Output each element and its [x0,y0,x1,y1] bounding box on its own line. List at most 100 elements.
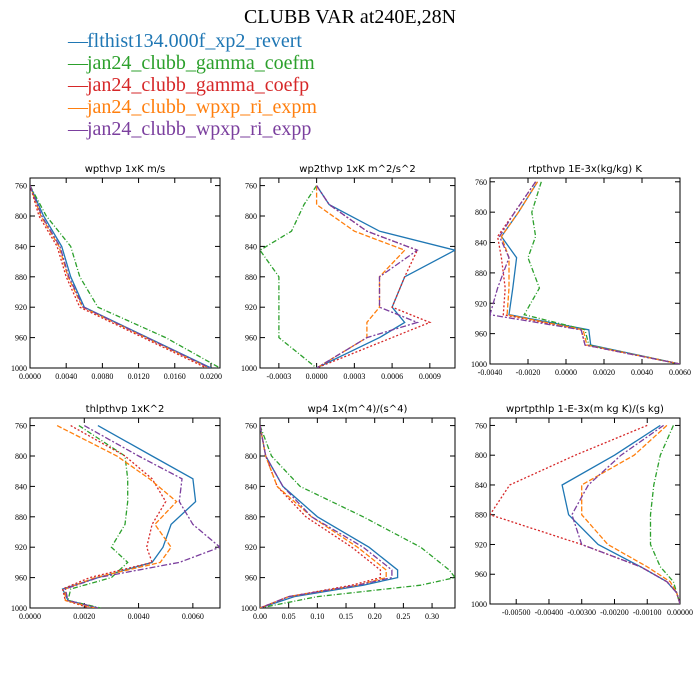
ytick-label: 880 [15,273,27,282]
subplot-frame-0 [29,177,221,369]
legend-item-4: — jan24_clubb_wpxp_ri_expp [68,118,317,140]
xtick-label: 0.0000 [555,368,577,377]
ytick-label: 760 [245,422,257,431]
subplot-4: wp4 1x(m^4)/(s^4)76080084088092096010000… [241,404,456,621]
ytick-label: 840 [245,482,257,491]
series-line-1 [260,425,455,608]
ytick-label: 760 [245,182,257,191]
ytick-label: 760 [475,421,487,430]
legend-label-0: flthist134.000f_xp2_revert [82,30,302,52]
subplot-frame-5 [489,417,681,605]
xtick-label: 0.10 [310,612,324,621]
series-line-4 [571,424,680,604]
series-line-4 [260,425,393,608]
ytick-label: 920 [475,299,487,308]
series-line-2 [61,425,167,608]
ytick-label: 920 [245,303,257,312]
xtick-label: 0.0006 [381,372,403,381]
ytick-label: 800 [15,452,27,461]
series-line-3 [56,425,178,608]
subplot-title-2: rtpthvp 1E-3x(kg/kg) K [528,164,642,175]
subplot-title-3: thlpthvp 1xK^2 [86,404,165,415]
series-line-4 [490,181,680,364]
ytick-label: 920 [15,303,27,312]
subplot-title-5: wprtpthlp 1-E-3x(m kg K)/(s kg) [506,404,664,415]
xtick-label: -0.0003 [267,372,292,381]
xtick-label: 0.0020 [73,612,95,621]
xtick-label: 0.15 [339,612,353,621]
ytick-label: 880 [475,511,487,520]
ytick-label: 760 [475,178,487,187]
xtick-label: 0.0060 [182,612,204,621]
ytick-label: 960 [245,574,257,583]
subplot-1: wp2thvp 1xK m^2/s^2 760 800 840 880 920 960 100… [241,164,456,381]
series-line-2 [30,185,207,368]
ytick-label: 880 [245,513,257,522]
ytick-label: 920 [245,543,257,552]
subplot-5: wprtpthlp 1-E-3x(m kg K)/(s kg) 760 800 840… [471,404,693,617]
subplot-frame-1 [259,177,456,369]
ytick-label: 800 [245,452,257,461]
xtick-label: 0.0060 [669,368,691,377]
xtick-label: -0.00100 [633,608,662,617]
xtick-label: 0.0003 [343,372,365,381]
ytick-label: 760 [15,422,27,431]
series-line-1 [649,425,680,604]
xtick-label: 0.00 [253,612,267,621]
subplot-0: wpthvp 1xK m/s76080084088092096010000.00… [11,164,222,381]
ytick-label: 1000 [11,604,27,613]
xtick-label: -0.0020 [516,368,541,377]
series-line-1 [523,181,680,364]
ytick-label: 1000 [471,360,487,369]
xtick-label: 0.0040 [631,368,653,377]
series-line-1 [67,425,129,608]
ytick-label: 960 [475,330,487,339]
ytick-label: 960 [15,334,27,343]
subplot-title-0: wpthvp 1xK m/s [85,164,166,175]
xtick-label: 0.25 [396,612,410,621]
subplot-2: rtpthvp 1E-3x(kg/kg) K 760 800 840 880 920 960… [471,164,691,377]
xtick-label: -0.0040 [478,368,503,377]
xtick-label: 0.30 [425,612,439,621]
xtick-label: 0.00000 [667,608,693,617]
series-line-2 [490,424,680,604]
xtick-label: 0.0120 [128,372,150,381]
ytick-label: 840 [15,482,27,491]
series-line-3 [500,181,680,364]
series-line-4 [64,425,220,608]
subplot-3: thlpthvp 1xK^276080084088092096010000.00… [11,404,221,621]
ytick-label: 880 [15,513,27,522]
xtick-label: 0.0020 [593,368,615,377]
ytick-label: 1000 [241,604,257,613]
ytick-label: 960 [15,574,27,583]
xtick-label: -0.00500 [502,608,531,617]
ytick-label: 840 [245,242,257,251]
subplot-frame-4 [259,417,456,609]
xtick-label: 0.20 [368,612,382,621]
legend-label-3: jan24_clubb_wpxp_ri_expm [82,96,317,118]
series-line-4 [30,185,211,368]
ytick-label: 800 [475,451,487,460]
ytick-label: 960 [245,334,257,343]
legend: — flthist134.000f_xp2_revert — jan24_club… [68,30,317,140]
ytick-label: 1000 [11,364,27,373]
legend-label-2: jan24_clubb_gamma_coefp [82,74,310,96]
series-line-3 [315,185,406,368]
figure-title: CLUBB VAR at240E,28N [243,6,457,28]
subplot-title-4: wp4 1x(m^4)/(s^4) [308,404,408,415]
legend-item-0: — flthist134.000f_xp2_revert [68,30,317,52]
legend-item-2: — jan24_clubb_gamma_coefp [68,74,317,96]
series-line-1 [30,185,220,368]
xtick-label: -0.00400 [535,608,564,617]
ytick-label: 800 [15,212,27,221]
subplot-frame-2 [489,177,681,365]
xtick-label: 0.05 [282,612,296,621]
series-line-3 [30,185,210,368]
xtick-label: 0.0160 [164,372,186,381]
ytick-label: 800 [245,212,257,221]
ytick-label: 960 [475,570,487,579]
ytick-label: 840 [475,239,487,248]
legend-label-1: jan24_clubb_gamma_coefm [82,52,315,74]
xtick-label: 0.0040 [128,612,150,621]
